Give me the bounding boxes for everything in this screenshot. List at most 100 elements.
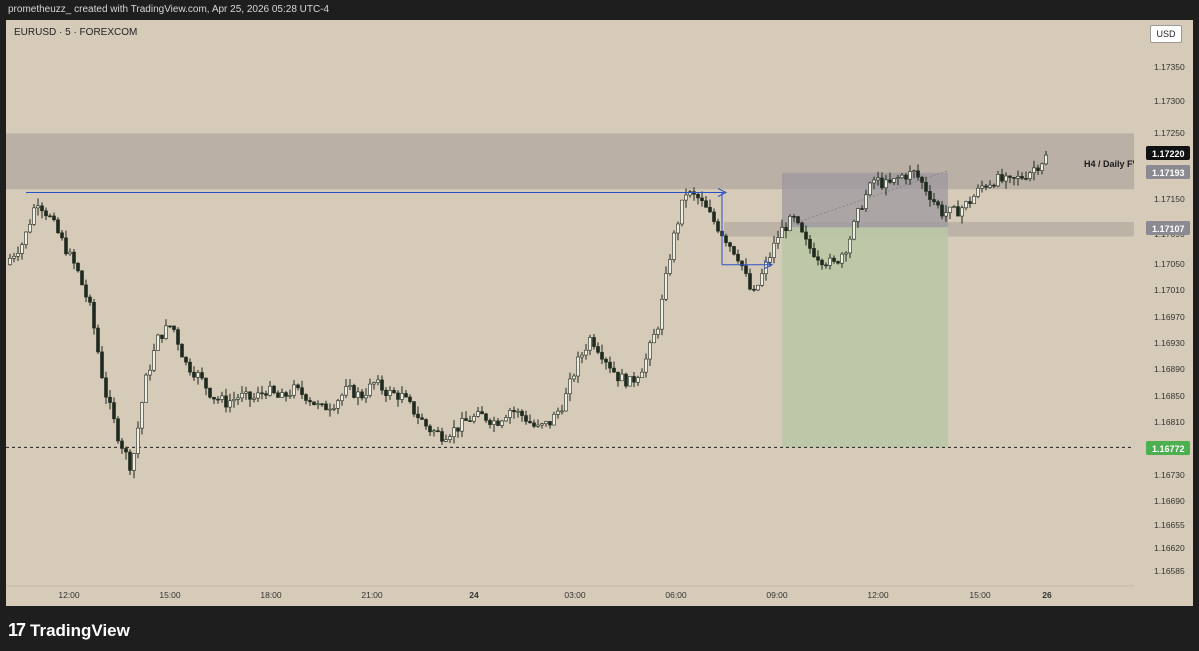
candle-body — [408, 396, 412, 402]
candle-body — [836, 261, 840, 264]
x-tick-label: 21:00 — [361, 590, 383, 600]
candle-body — [992, 184, 996, 187]
attribution-text: prometheuzz_ created with TradingView.co… — [8, 4, 330, 15]
candle-body — [48, 215, 52, 218]
candle-body — [92, 302, 96, 329]
candle-body — [760, 273, 764, 286]
candle-body — [232, 399, 236, 402]
candle-body — [916, 170, 920, 178]
candle-body — [800, 222, 804, 233]
candle-body — [248, 391, 252, 400]
candle-body — [856, 208, 860, 222]
candle-body — [532, 422, 536, 427]
candle-body — [664, 273, 668, 300]
candle-body — [504, 417, 508, 422]
candle-body — [1044, 154, 1048, 165]
candle-body — [528, 421, 532, 424]
y-tick-label: 1.16890 — [1154, 364, 1185, 374]
price-tag — [1146, 221, 1190, 235]
candle-body — [628, 376, 632, 387]
candle-body — [680, 199, 684, 225]
x-tick-label: 15:00 — [969, 590, 991, 600]
candle-body — [96, 327, 100, 353]
candle-body — [696, 194, 700, 199]
candle-body — [304, 394, 308, 401]
candle-body — [548, 421, 552, 426]
candle-body — [376, 379, 380, 383]
candle-body — [428, 425, 432, 433]
candle-body — [140, 402, 144, 429]
candle-body — [544, 421, 548, 424]
candle-body — [364, 395, 368, 399]
candle-body — [368, 383, 372, 396]
candle-body — [956, 206, 960, 217]
y-tick-label: 1.16810 — [1154, 417, 1185, 427]
chart-panel[interactable]: H4 / Daily FVG 1.17350 1.17300 1.17250 1.171… — [6, 20, 1193, 606]
candle-body — [316, 403, 320, 406]
candle-body — [588, 337, 592, 351]
candle-body — [676, 223, 680, 234]
candle-body — [404, 393, 408, 398]
candle-body — [500, 420, 504, 426]
candle-body — [280, 392, 284, 398]
candle-body — [100, 351, 104, 379]
candle-body — [776, 237, 780, 244]
candle-body — [524, 415, 528, 422]
x-tick-label: 26 — [1042, 590, 1052, 600]
y-tick-label: 1.17250 — [1154, 128, 1185, 138]
candle-body — [884, 179, 888, 189]
candle-body — [668, 259, 672, 274]
candle-body — [228, 400, 232, 408]
candle-body — [388, 390, 392, 396]
candle-body — [700, 197, 704, 202]
y-tick-label: 1.17350 — [1154, 62, 1185, 72]
candle-body — [560, 410, 564, 413]
candle-body — [1028, 172, 1032, 179]
candle-body — [608, 361, 612, 369]
fvg-zone — [6, 133, 1146, 190]
candle-body — [752, 288, 756, 291]
candle-body — [828, 257, 832, 266]
candle-body — [900, 174, 904, 178]
candle-body — [480, 411, 484, 415]
candle-body — [20, 244, 24, 254]
y-tick-label: 1.16850 — [1154, 391, 1185, 401]
currency-button[interactable]: USD — [1150, 25, 1182, 43]
candle-body — [988, 184, 992, 188]
candle-body — [796, 216, 800, 224]
candle-body — [772, 242, 776, 258]
candle-body — [136, 427, 140, 454]
candle-body — [200, 372, 204, 379]
candle-body — [208, 387, 212, 398]
y-tick-label: 1.17300 — [1154, 96, 1185, 106]
candle-body — [820, 259, 824, 266]
candle-body — [1004, 175, 1008, 182]
candle-body — [808, 238, 812, 249]
candle-body — [64, 237, 68, 255]
candle-body — [580, 354, 584, 358]
candle-body — [996, 174, 1000, 187]
candle-body — [360, 391, 364, 399]
candle-body — [780, 227, 784, 238]
candle-body — [40, 205, 44, 212]
candle-body — [28, 224, 32, 233]
candle-body — [724, 235, 728, 243]
candle-body — [104, 377, 108, 398]
candle-body — [640, 371, 644, 378]
candle-body — [440, 431, 444, 442]
candle-body — [708, 207, 712, 213]
candle-body — [192, 371, 196, 378]
candle-body — [1020, 176, 1024, 179]
y-tick-label: 1.16730 — [1154, 470, 1185, 480]
x-tick-label: 15:00 — [159, 590, 181, 600]
candle-body — [960, 207, 964, 217]
candle-body — [1012, 177, 1016, 179]
candle-body — [312, 401, 316, 406]
candle-body — [164, 325, 168, 339]
candle-body — [392, 390, 396, 394]
tradingview-brand[interactable]: 17 TradingView — [8, 620, 130, 641]
candle-body — [692, 191, 696, 195]
candle-body — [904, 174, 908, 180]
candle-body — [268, 385, 272, 396]
price-chart[interactable]: H4 / Daily FVG 1.17350 1.17300 1.17250 1.171… — [6, 20, 1193, 606]
